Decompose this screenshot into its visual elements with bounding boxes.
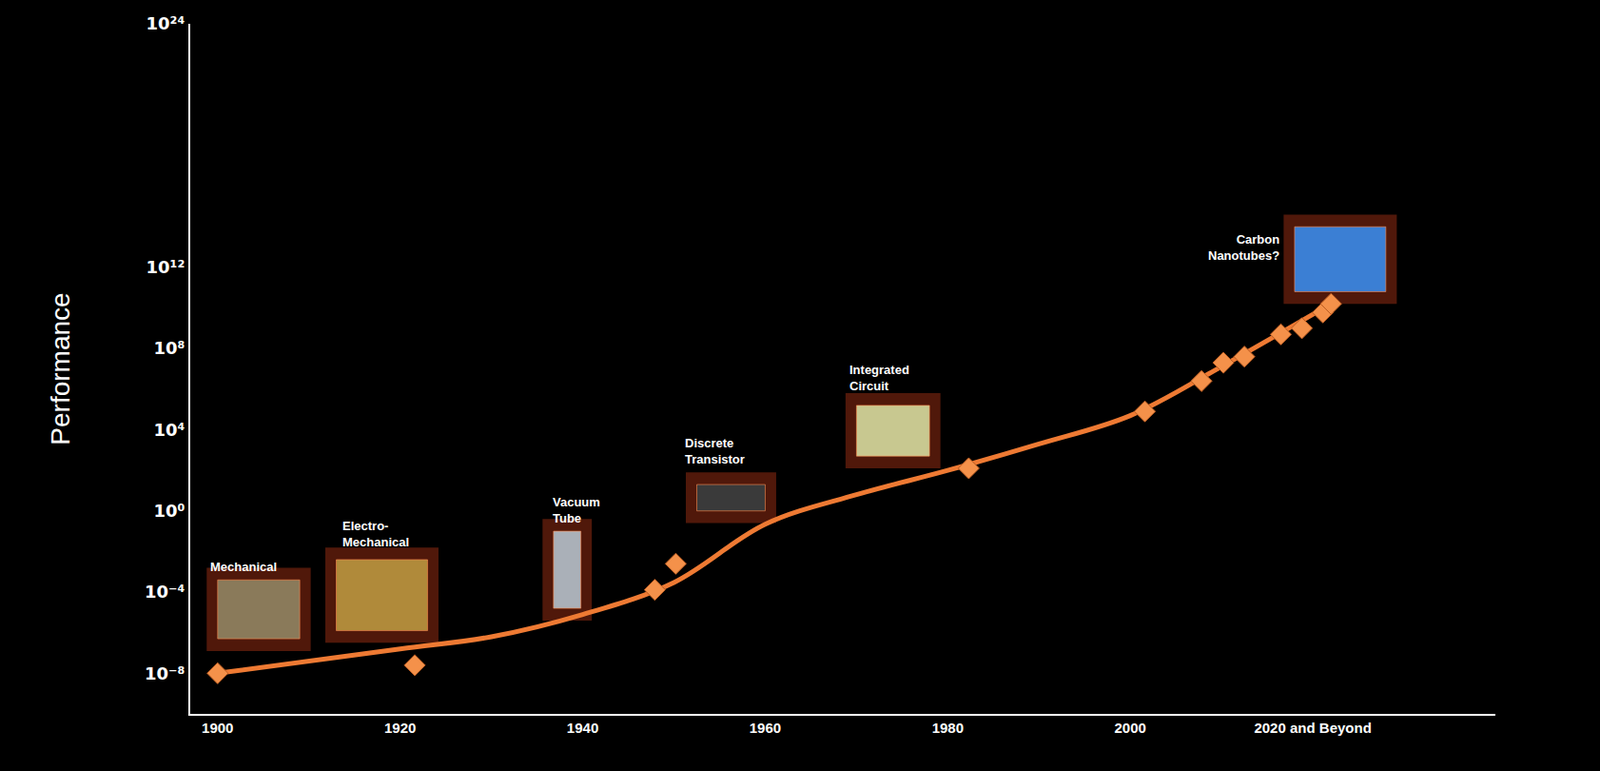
svg-text:1900: 1900 bbox=[201, 719, 234, 736]
svg-text:10⁸: 10⁸ bbox=[153, 337, 185, 358]
svg-text:Performance: Performance bbox=[45, 292, 76, 445]
svg-text:10⁻⁸: 10⁻⁸ bbox=[144, 663, 185, 683]
svg-text:10¹²: 10¹² bbox=[146, 256, 186, 277]
svg-text:1960: 1960 bbox=[749, 719, 781, 736]
svg-text:10⁰: 10⁰ bbox=[153, 500, 185, 521]
svg-text:10⁴: 10⁴ bbox=[153, 419, 185, 440]
svg-text:2020 and Beyond: 2020 and Beyond bbox=[1253, 719, 1371, 736]
svg-text:1920: 1920 bbox=[384, 719, 416, 736]
svg-text:Mechanical: Mechanical bbox=[210, 559, 277, 574]
svg-text:IntegratedCircuit: IntegratedCircuit bbox=[849, 362, 910, 393]
svg-text:1940: 1940 bbox=[566, 719, 599, 736]
svg-text:VacuumTube: VacuumTube bbox=[552, 494, 601, 526]
svg-text:CarbonNanotubes?: CarbonNanotubes? bbox=[1208, 232, 1280, 263]
svg-text:10²⁴: 10²⁴ bbox=[146, 13, 186, 34]
svg-text:2000: 2000 bbox=[1114, 719, 1147, 736]
svg-text:10⁻⁴: 10⁻⁴ bbox=[144, 581, 186, 602]
svg-text:Electro-Mechanical: Electro-Mechanical bbox=[342, 518, 410, 549]
svg-text:1980: 1980 bbox=[932, 719, 964, 736]
svg-text:DiscreteTransistor: DiscreteTransistor bbox=[684, 435, 745, 467]
